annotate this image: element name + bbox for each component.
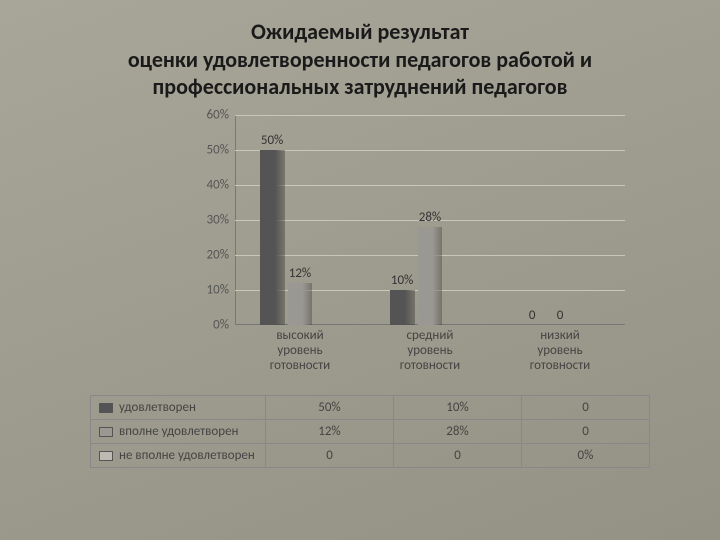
legend-cell: вполне удовлетворен — [91, 420, 266, 444]
legend-cell: удовлетворен — [91, 396, 266, 420]
table-cell: 28% — [393, 420, 521, 444]
legend-label: удовлетворен — [119, 400, 196, 415]
gridline — [235, 185, 625, 186]
title-line-2: оценки удовлетворенности педагогов работ… — [128, 46, 592, 73]
legend-label: не вполне удовлетворен — [119, 448, 255, 463]
bar-value-label: 10% — [391, 273, 413, 288]
category-label: низкийуровеньготовности — [495, 329, 625, 374]
legend-cell: не вполне удовлетворен — [91, 444, 266, 468]
table-cell: 10% — [393, 396, 521, 420]
slide-title: Ожидаемый результат оценки удовлетворенн… — [40, 18, 680, 101]
y-tick-label: 50% — [207, 143, 235, 158]
gridline — [235, 150, 625, 151]
legend-swatch — [99, 427, 113, 437]
table-row: не вполне удовлетворен000% — [91, 444, 650, 468]
y-tick-label: 60% — [207, 108, 235, 123]
legend-swatch — [99, 451, 113, 461]
y-tick-label: 0% — [213, 318, 235, 333]
plot-area: 0%10%20%30%40%50%60%50%12%10%28%00 — [235, 115, 625, 325]
bar: 10% — [390, 290, 415, 325]
table-cell: 50% — [265, 396, 393, 420]
y-tick-label: 30% — [207, 213, 235, 228]
data-table: удовлетворен50%10%0вполне удовлетворен12… — [90, 395, 650, 468]
y-tick-label: 20% — [207, 248, 235, 263]
y-tick-label: 40% — [207, 178, 235, 193]
table-cell: 0 — [393, 444, 521, 468]
chart: 0%10%20%30%40%50%60%50%12%10%28%00 высок… — [90, 115, 650, 510]
slide: Ожидаемый результат оценки удовлетворенн… — [0, 0, 720, 540]
table-row: удовлетворен 50%10%0 — [91, 396, 650, 420]
table-cell: 0 — [521, 396, 649, 420]
bar: 28% — [418, 227, 443, 325]
table-cell: 0% — [521, 444, 649, 468]
gridline — [235, 115, 625, 116]
y-tick-label: 10% — [207, 283, 235, 298]
bar-value-label: 0 — [529, 308, 536, 323]
category-label: высокийуровеньготовности — [235, 329, 365, 374]
bar-value-label: 28% — [419, 210, 441, 225]
bar-value-label: 12% — [289, 266, 311, 281]
title-line-3: профессиональных затруднений педагогов — [153, 73, 568, 100]
bar: 12% — [288, 283, 313, 325]
legend-label: вполне удовлетворен — [119, 424, 239, 439]
bar-value-label: 50% — [261, 133, 283, 148]
table-cell: 12% — [265, 420, 393, 444]
table-cell: 0 — [521, 420, 649, 444]
title-line-1: Ожидаемый результат — [251, 18, 469, 45]
bar-value-label: 0 — [557, 308, 564, 323]
bar: 50% — [260, 150, 285, 325]
table-row: вполне удовлетворен 12%28%0 — [91, 420, 650, 444]
category-label: среднийуровеньготовности — [365, 329, 495, 374]
legend-swatch — [99, 403, 113, 413]
table-cell: 0 — [265, 444, 393, 468]
